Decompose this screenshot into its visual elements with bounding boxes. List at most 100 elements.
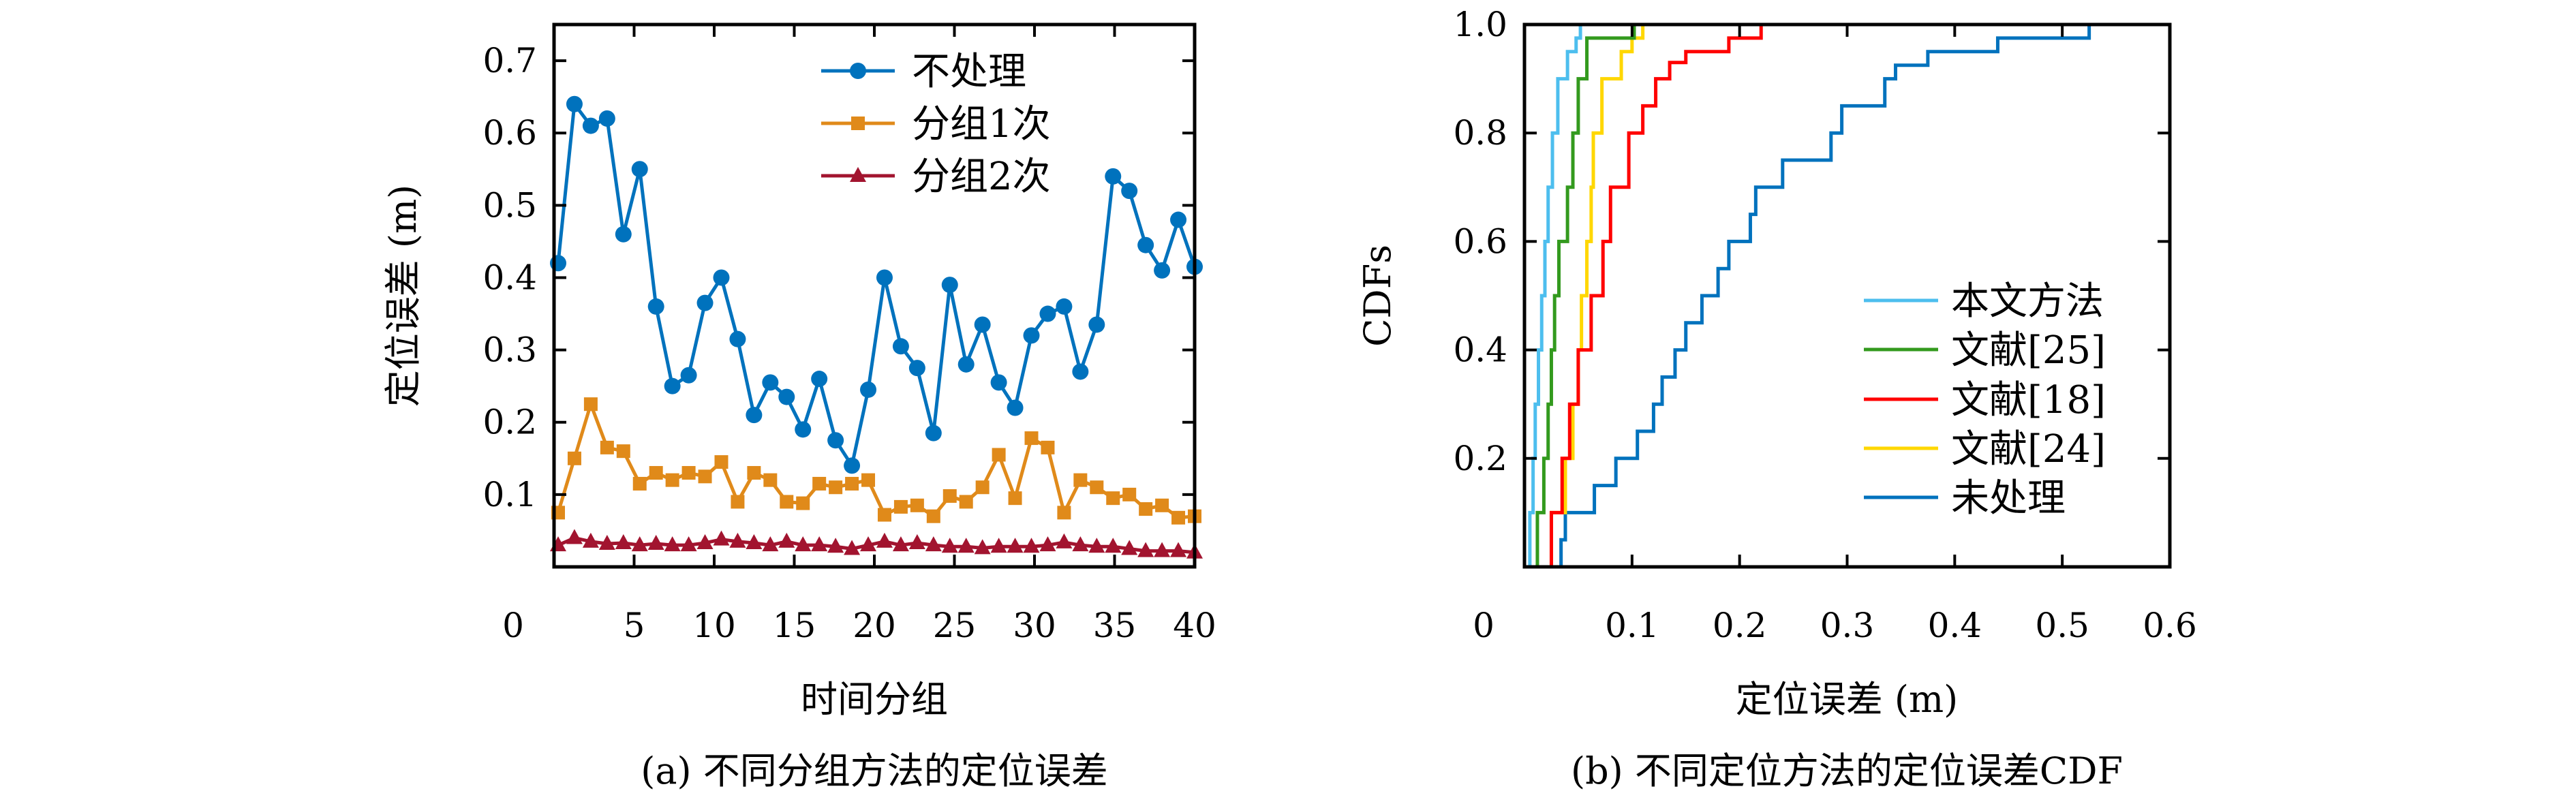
chart-a-point-triangle: [746, 533, 763, 549]
chart-b-y-tick-label: 0.6: [1453, 221, 1507, 261]
chart-a-x-tick-label: 40: [1173, 606, 1216, 645]
chart-a-point-square: [1057, 506, 1071, 520]
chart-a-point-triangle: [974, 539, 991, 555]
chart-a-point-square: [1041, 440, 1055, 454]
chart-a-point-square: [616, 444, 630, 459]
chart-a-point-circle: [908, 360, 925, 377]
chart-a-point-circle: [762, 374, 779, 391]
chart-a-point-triangle: [1154, 542, 1171, 557]
chart-a-point-circle: [729, 330, 746, 347]
chart-a-legend-label: 不处理: [912, 50, 1026, 94]
chart-a-legend-marker-circle: [850, 63, 866, 79]
chart-a-point-triangle: [696, 533, 714, 549]
chart-a-point-square: [861, 473, 876, 487]
chart-a-point-circle: [631, 161, 648, 178]
chart-a-point-square: [975, 480, 990, 495]
chart-a-point-square: [731, 495, 745, 509]
chart-a-point-circle: [1105, 168, 1122, 185]
chart-a-point-triangle: [647, 535, 664, 551]
chart-a-point-circle: [1137, 236, 1154, 253]
chart-a-x-tick-label: 0: [502, 606, 524, 645]
chart-a-point-circle: [974, 316, 991, 333]
chart-a-point-circle: [1088, 316, 1105, 333]
chart-a-point-triangle: [1039, 536, 1056, 552]
chart-a-point-square: [796, 496, 810, 510]
chart-a-point-circle: [860, 381, 877, 398]
chart-a-point-square: [829, 480, 843, 495]
chart-b-ylabel: CDFs: [1356, 245, 1399, 347]
chart-a-legend-label: 分组1次: [912, 102, 1051, 146]
chart-a-point-square: [877, 508, 891, 522]
chart-a-point-triangle: [1170, 542, 1187, 557]
chart-a-point-triangle: [908, 533, 925, 549]
chart-a-point-square: [1139, 502, 1153, 516]
chart-a-point-triangle: [811, 536, 828, 552]
chart-b-cdf-line-3: [1542, 25, 1763, 569]
chart-a-y-tick-label: 0.6: [482, 113, 537, 153]
chart-b-cdf-line-5: [1553, 25, 2091, 569]
chart-a-point-triangle: [1007, 538, 1024, 553]
chart-a-point-circle: [746, 407, 763, 424]
chart-a-point-triangle: [827, 538, 844, 553]
chart-a-point-triangle: [844, 540, 861, 555]
chart-a-legend-marker-square: [851, 117, 865, 130]
chart-a-point-circle: [1154, 262, 1171, 279]
chart-a-point-triangle: [631, 536, 648, 552]
chart-a-point-triangle: [957, 538, 975, 553]
chart-b-y-tick-label: 0.8: [1453, 113, 1507, 153]
chart-a-point-square: [926, 509, 940, 523]
chart-b-legend-label: 文献[24]: [1951, 427, 2106, 471]
chart-b-caption: (b) 不同定位方法的定位误差CDF: [1571, 749, 2123, 792]
chart-a-series-line-2: [556, 402, 1195, 520]
chart-a-point-square: [1122, 487, 1137, 501]
chart-a-caption: (a) 不同分组方法的定位误差: [641, 749, 1108, 792]
chart-b-y-tick-label: 1.0: [1453, 5, 1507, 44]
chart-a-point-circle: [664, 377, 681, 394]
chart-a-point-triangle: [1137, 542, 1154, 557]
chart-a-x-tick-label: 15: [773, 606, 816, 645]
chart-a-point-square: [1073, 473, 1088, 487]
chart-a-y-tick-label: 0.3: [482, 330, 537, 370]
chart-a-point-circle: [941, 277, 958, 294]
chart-a-point-circle: [892, 338, 909, 355]
chart-a-point-circle: [1121, 183, 1138, 200]
chart-b-x-tick-label: 0.2: [1713, 606, 1767, 645]
chart-a-x-tick-label: 20: [853, 606, 896, 645]
chart-a-point-circle: [1170, 211, 1187, 228]
chart-a-point-circle: [811, 371, 828, 388]
chart-a-point-square: [763, 473, 778, 487]
chart-a-point-circle: [795, 421, 812, 438]
chart-a-point-square: [942, 489, 957, 503]
chart-a-point-square: [1171, 510, 1186, 525]
chart-a-point-triangle: [1121, 540, 1138, 555]
chart-a-point-triangle: [729, 532, 746, 548]
chart-a-point-square: [959, 495, 973, 509]
chart-a-point-square: [845, 476, 859, 491]
chart-a-point-triangle: [778, 532, 795, 548]
chart-a-point-circle: [876, 269, 893, 286]
chart-b-legend-label: 本文方法: [1951, 279, 2104, 324]
chart-a-point-circle: [778, 388, 795, 405]
chart-a-point-circle: [647, 298, 664, 315]
chart-a-point-triangle: [664, 536, 681, 552]
chart-a-point-square: [681, 466, 696, 480]
chart-a-point-triangle: [925, 536, 942, 552]
chart-a-point-square: [910, 498, 924, 512]
chart-a-point-circle: [925, 424, 942, 441]
chart-a-point-triangle: [1056, 533, 1073, 548]
chart-a-point-square: [632, 476, 647, 491]
chart-a-xlabel: 时间分组: [801, 678, 948, 721]
chart-a-point-circle: [582, 117, 599, 134]
chart-a-point-circle: [827, 432, 844, 449]
chart-b-x-tick-label: 0.6: [2143, 606, 2197, 645]
chart-b-x-tick-label: 0.1: [1605, 606, 1659, 645]
chart-b-legend-label: 文献[18]: [1951, 378, 2106, 422]
chart-a-y-tick-label: 0.1: [482, 475, 537, 514]
chart-a-point-square: [665, 473, 679, 487]
chart-a-ylabel: 定位误差 (m): [382, 185, 425, 407]
chart-a-point-square: [649, 466, 663, 480]
chart-a-point-circle: [615, 226, 632, 243]
chart-b-x-tick-label: 0.4: [1928, 606, 1982, 645]
chart-a-point-circle: [713, 269, 730, 286]
chart-a-point-triangle: [941, 538, 958, 553]
